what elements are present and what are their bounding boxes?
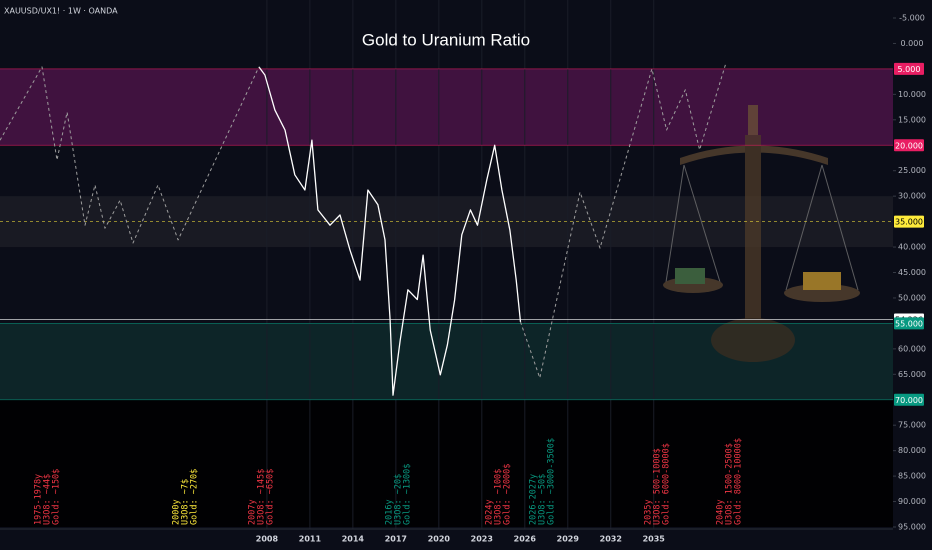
annotation-text: 1975-1978y: [34, 474, 44, 525]
y-tick-label: 90.000: [898, 497, 926, 506]
annotation-text: U3O8: ~50$: [538, 474, 548, 525]
annotations: 1975-1978y U3O8: ~44$ Gold: ~150$ 2000y U3O8…: [34, 438, 744, 525]
annotation-text: U3O8: ~44$: [43, 474, 53, 525]
scale-beam: [680, 145, 828, 165]
annotation-text: Gold: ~2000$: [503, 464, 513, 525]
x-tick-label: 2017: [385, 535, 407, 544]
y-tick-label: 60.000: [898, 344, 926, 353]
y-tick-label: 95.000: [898, 523, 926, 532]
annotation-text: U3O8: 500-1000$: [653, 448, 663, 525]
annotation-text: Gold: ~650$: [266, 469, 276, 525]
annotation-text: 2035y: [644, 499, 654, 525]
level-badge: [894, 393, 924, 406]
money-icon: [675, 268, 705, 284]
y-tick-label: 50.000: [898, 293, 926, 302]
scale-top: [748, 105, 758, 135]
gold-icon: [803, 272, 841, 290]
scale-string: [821, 164, 859, 291]
scales-illustration: [663, 105, 860, 362]
x-tick-label: 2023: [471, 535, 493, 544]
x-tick-label: 2014: [342, 535, 365, 544]
y-tick-label: 45.000: [898, 268, 926, 277]
y-tick-label: 80.000: [898, 446, 926, 455]
y-tick-label: 85.000: [898, 472, 926, 481]
scale-string: [665, 164, 685, 283]
level-badge: [894, 215, 924, 228]
level-badge: [894, 139, 924, 152]
axes: -5.000 0.000 10.000 15.000 25.000 30.000 40.00…: [256, 14, 926, 544]
x-tick-label: 2008: [256, 535, 279, 544]
annotation-text: Gold: 6000-8000$: [662, 443, 672, 525]
zone: [0, 399, 893, 527]
series: [0, 64, 726, 396]
level-badge: [894, 317, 924, 330]
y-tick-label: -5.000: [899, 14, 925, 23]
y-tick-label: 10.000: [898, 90, 926, 99]
annotation-text: 2000y: [172, 499, 182, 525]
level-label: 20.000: [895, 141, 923, 150]
y-tick-label: 25.000: [898, 166, 926, 175]
level-label: 55.000: [895, 319, 923, 328]
grid: [266, 0, 655, 529]
scale-base: [711, 318, 795, 362]
annotation-text: U3O8: ~20$: [394, 474, 404, 525]
annotation-text: U3O8: ~145$: [257, 469, 267, 525]
symbol-info: XAUUSD/UX1! · 1W · OANDA: [4, 7, 118, 16]
level-label: 70.000: [895, 396, 923, 405]
level-label: 5.000: [898, 65, 921, 74]
level-label: 35.000: [895, 218, 923, 227]
y-tick-label: 15.000: [898, 115, 926, 124]
annotation-text: 2026-2027y: [529, 474, 539, 525]
x-tick-label: 2026: [514, 535, 537, 544]
projection-line: [0, 64, 726, 379]
annotation-text: 2016y: [385, 499, 395, 525]
y-tick-label: 0.000: [901, 39, 924, 48]
price-axis: [893, 0, 932, 550]
level-badge: [894, 62, 924, 75]
x-tick-label: 2032: [600, 535, 622, 544]
x-tick-label: 2029: [557, 535, 580, 544]
annotation-text: Gold: 8000-10000$: [734, 438, 744, 525]
annotation-text: Gold: ~150$: [52, 469, 62, 525]
ratio-line: [258, 66, 522, 396]
y-tick-label: 40.000: [898, 243, 926, 252]
annotation-text: 2040y: [716, 499, 726, 525]
y-tick-label: 30.000: [898, 192, 926, 201]
annotation-text: 2024y: [485, 499, 495, 525]
y-tick-label: 75.000: [898, 421, 926, 430]
y-tick-label: 65.000: [898, 370, 926, 379]
levels: [0, 68, 893, 401]
scale-string: [785, 164, 823, 291]
chart-title: Gold to Uranium Ratio: [362, 30, 530, 49]
zone: [0, 68, 893, 146]
annotation-text: U3O8: ~100$: [494, 469, 504, 525]
annotation-text: Gold: ~270$: [190, 469, 200, 525]
x-tick-label: 2011: [299, 535, 322, 544]
annotation-text: Gold: ~1300$: [403, 464, 413, 525]
annotation-text: Gold: ~3000-3500$: [547, 438, 557, 525]
scale-string: [683, 164, 721, 283]
x-tick-label: 2020: [428, 535, 451, 544]
annotation-text: U3O8: 1500-2500$: [725, 443, 735, 525]
annotation-text: 2007y: [248, 499, 258, 525]
x-tick-label: 2035: [643, 535, 666, 544]
scale-pillar: [745, 135, 761, 325]
annotation-text: U3O8: ~7$: [181, 479, 191, 525]
